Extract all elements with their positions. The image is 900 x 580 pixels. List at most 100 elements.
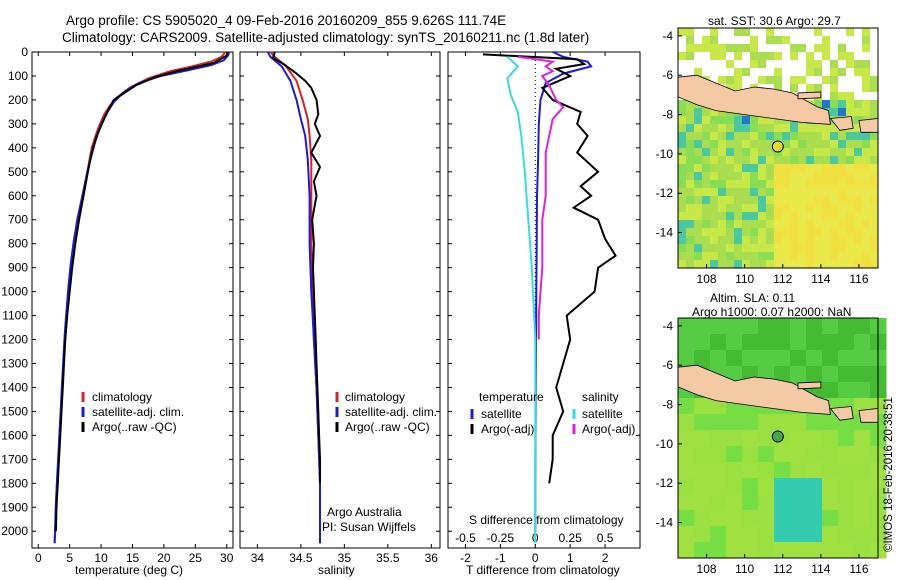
map-cell	[838, 366, 855, 383]
map-cell	[774, 188, 783, 197]
map-cell	[774, 116, 783, 125]
map-cell	[854, 180, 863, 189]
map-cell	[750, 156, 759, 165]
map-cell	[822, 60, 831, 69]
map-cell	[718, 180, 727, 189]
map-cell	[774, 28, 783, 37]
map-cell	[750, 52, 759, 61]
map-cell	[838, 108, 847, 117]
map-cell	[838, 68, 847, 77]
map-cell	[734, 260, 743, 269]
map-cell	[742, 212, 751, 221]
map-cell	[742, 132, 751, 141]
map-cell	[686, 164, 695, 173]
map-cell	[766, 172, 775, 181]
map-cell	[726, 204, 735, 213]
map-cell	[774, 510, 791, 527]
map-cell	[846, 36, 855, 45]
x-tick-label: 5	[66, 551, 73, 565]
map-cell	[774, 132, 783, 141]
map-cell	[726, 478, 743, 495]
map-cell	[846, 172, 855, 181]
bali-island	[829, 116, 854, 131]
map-cell	[830, 84, 839, 93]
map-cell	[678, 228, 687, 237]
map-cell	[750, 252, 759, 261]
map-cell	[742, 180, 751, 189]
map-cell	[702, 180, 711, 189]
map-cell	[710, 398, 727, 415]
map-cell	[822, 172, 831, 181]
map-cell	[686, 52, 695, 61]
map-cell	[686, 124, 695, 133]
map-cell	[766, 260, 775, 269]
map-cell	[854, 60, 863, 69]
map-cell	[806, 180, 815, 189]
map-cell	[758, 430, 775, 447]
map-cell	[718, 124, 727, 133]
map-cell	[782, 28, 791, 37]
map-cell	[758, 60, 767, 69]
map-cell	[830, 164, 839, 173]
y-tick-label: 1300	[1, 356, 28, 370]
map-cell	[782, 172, 791, 181]
map-cell	[854, 148, 863, 157]
map-cell	[766, 124, 775, 133]
map-cell	[694, 196, 703, 205]
map-cell	[710, 172, 719, 181]
map-cell	[830, 252, 839, 261]
map-cell	[838, 140, 847, 149]
map-cell	[774, 60, 783, 69]
map-cell	[678, 196, 687, 205]
map-cell	[854, 244, 863, 253]
map-cell	[718, 132, 727, 141]
map-cell	[822, 100, 831, 109]
map-cell	[742, 252, 751, 261]
map-cell	[734, 148, 743, 157]
x-tick-label: -1	[495, 551, 506, 565]
map-cell	[870, 36, 879, 45]
map-cell	[814, 252, 823, 261]
map-cell	[782, 156, 791, 165]
map-cell	[806, 28, 815, 37]
map-cell	[870, 172, 879, 181]
map-cell	[750, 124, 759, 133]
x-tick-label: 30	[220, 551, 234, 565]
map-cell	[774, 196, 783, 205]
map-cell	[766, 180, 775, 189]
map-cell	[774, 334, 791, 351]
map-cell	[838, 494, 855, 511]
map-cell	[790, 132, 799, 141]
map-cell	[798, 124, 807, 133]
map-cell	[774, 366, 791, 383]
map-cell	[734, 116, 743, 125]
map-cell	[838, 28, 847, 37]
map-cell	[742, 44, 751, 53]
map-cell	[798, 140, 807, 149]
y-tick-label: 1400	[1, 380, 28, 394]
sst-map: 108 110 112 114 116 -4 -6 -8 -10 -12 -14	[656, 27, 879, 286]
map-cell	[838, 36, 847, 45]
map-cell	[726, 542, 743, 559]
lombok-island	[858, 408, 879, 423]
map-cell	[838, 478, 855, 495]
map-cell	[710, 350, 727, 367]
map-cell	[870, 44, 879, 53]
map-cell	[822, 542, 839, 559]
map-y-tick-label: -4	[662, 29, 673, 43]
map-cell	[854, 140, 863, 149]
map-cell	[838, 196, 847, 205]
x-tick-label-salinity: 0.5	[597, 531, 614, 545]
map-cell	[846, 92, 855, 101]
map-cell	[822, 156, 831, 165]
map-cell	[734, 156, 743, 165]
java-island	[677, 364, 831, 415]
map-cell	[790, 220, 799, 229]
map-cell	[758, 510, 775, 527]
map-cell	[806, 414, 823, 431]
series-temperature-argo-adj-	[482, 53, 617, 484]
difference-xlabel-top: S difference from climatology	[469, 513, 624, 527]
y-tick-label: 1700	[1, 452, 28, 466]
map-cell	[822, 446, 839, 463]
